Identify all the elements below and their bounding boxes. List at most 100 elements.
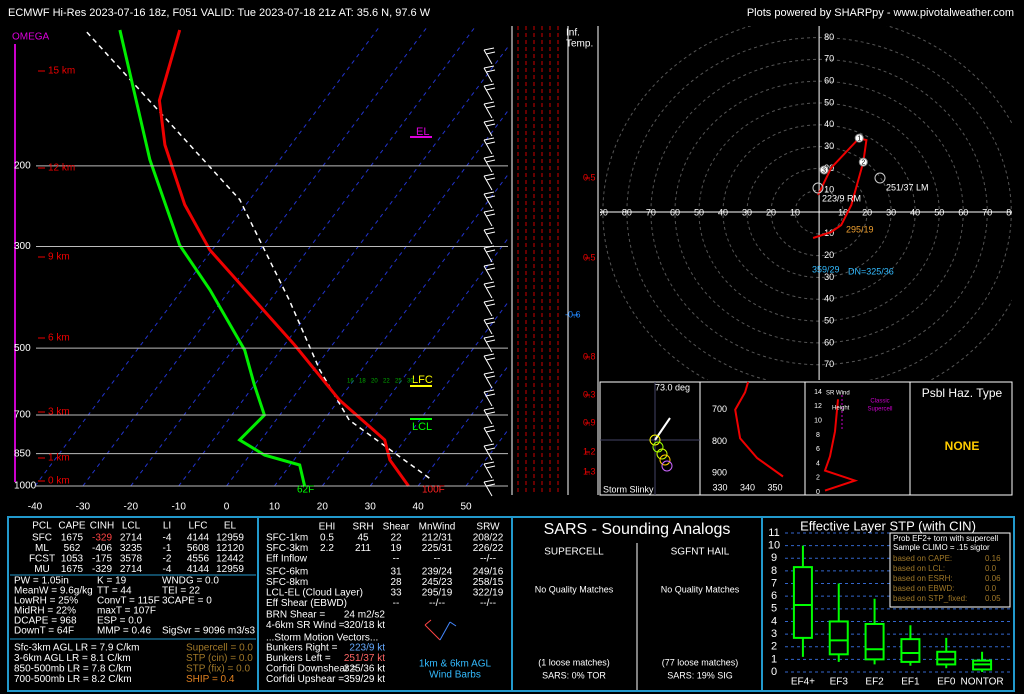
barb-staff <box>483 355 493 371</box>
srwind-y-label: 8 <box>816 432 820 439</box>
hodo-marker <box>819 165 829 175</box>
barb <box>424 619 432 626</box>
y-tick-label: 2 <box>771 641 777 653</box>
x-tick-label: -30 <box>76 502 91 513</box>
sars-summary: SARS: 0% TOR <box>542 670 606 680</box>
barb-staff <box>483 85 493 101</box>
srwind-y-label: 12 <box>814 403 822 410</box>
slinky-vector <box>654 417 671 441</box>
table-cell: 239/24 <box>422 567 453 578</box>
barb-staff <box>483 301 493 317</box>
hodo-marker-label: 1 <box>857 135 861 142</box>
barb-flag <box>483 425 495 429</box>
hodo-ring-label: 60 <box>824 337 834 347</box>
composite: STP (fix) = 0.0 <box>186 664 250 675</box>
frames <box>511 26 1013 496</box>
barb-flag <box>483 263 495 267</box>
legend-item: based on CAPE: <box>893 554 952 563</box>
barb-flag <box>483 155 495 159</box>
legend-box <box>889 532 1011 608</box>
slinky-ring <box>649 434 661 446</box>
vector-value: 223/9 kt <box>349 643 385 654</box>
barb-flag <box>485 69 496 73</box>
slinky-ring <box>656 448 668 460</box>
rm-label: 223/9 RM <box>822 193 861 203</box>
table-cell: 19 <box>390 543 402 554</box>
lfc-label: LFC <box>412 374 433 386</box>
table-header: CAPE <box>58 521 86 532</box>
lapse-rate: 850-500mb LR = 7.8 C/km <box>14 664 132 675</box>
index-value: SigSvr = 9096 m3/s3 <box>162 626 256 637</box>
lm-marker <box>874 172 886 184</box>
height-label: 15 km <box>48 66 75 77</box>
box <box>900 638 921 663</box>
barb-staff <box>483 337 493 353</box>
barb-flag <box>485 429 496 433</box>
barb-staff <box>483 265 493 281</box>
barb-flag <box>485 87 496 91</box>
hodo-marker <box>854 133 864 143</box>
barb-staff <box>483 103 493 119</box>
table-cell: 258/15 <box>473 577 504 588</box>
lapse-rate: 3-6km AGL LR = 8.1 C/km <box>14 653 131 664</box>
table-header: PCL <box>32 521 52 532</box>
table-cell: 28 <box>390 577 402 588</box>
vector-value: 325/36 kt <box>344 664 385 675</box>
barb-flag <box>485 141 496 145</box>
inferred-value: 0.9 <box>583 417 596 427</box>
barb-flag <box>485 285 496 289</box>
barb <box>439 621 451 641</box>
srwind-y-label: 14 <box>814 389 822 396</box>
vector-label: Corfidi Upshear = <box>266 674 344 685</box>
hodo-ring-label: 30 <box>824 272 834 282</box>
x-tick-label: 20 <box>317 502 329 513</box>
barb-flag <box>483 371 495 375</box>
legend-item: based on ESRH: <box>893 574 953 583</box>
barb-staff <box>483 193 493 209</box>
table-cell: 0.5 <box>320 533 334 544</box>
barb-flag <box>483 173 495 177</box>
vector-label: Bunkers Right = <box>266 643 338 654</box>
table-cell: 212/31 <box>422 533 453 544</box>
row-label: SFC-6km <box>266 567 308 578</box>
barb-flag <box>483 191 495 195</box>
table-cell: -2 <box>163 554 172 565</box>
x-tick-label: EF2 <box>865 677 884 688</box>
theta-e-profile <box>734 381 784 478</box>
barb-flag <box>483 389 495 393</box>
vectors-title: ...Storm Motion Vectors... <box>266 633 378 644</box>
y-tick-label: 3 <box>771 628 777 640</box>
el-label: EL <box>416 126 429 138</box>
table-cell: 249/16 <box>473 567 504 578</box>
barb-flag <box>483 65 495 69</box>
table-cell: 2.2 <box>320 543 334 554</box>
hodo-ring-label: 70 <box>824 359 834 369</box>
legend-value: 0.16 <box>985 554 1001 563</box>
table-cell: -1 <box>163 543 172 554</box>
barb-flag <box>483 443 495 447</box>
x-tick-label: NONTOR <box>961 677 1004 688</box>
y-tick-label: 11 <box>768 527 779 539</box>
x-tick-label: 40 <box>413 502 425 513</box>
index-value: PW = 1.05in <box>14 576 69 587</box>
theta-x-label: 340 <box>740 482 755 492</box>
table-cell: 208/22 <box>473 533 504 544</box>
x-tick-label: EF3 <box>830 677 849 688</box>
barb-flag <box>485 267 496 271</box>
barb-flag <box>485 447 496 451</box>
barb-flag <box>483 407 495 411</box>
barb-graphic <box>424 619 457 641</box>
inferred-value: -0.6 <box>565 309 581 319</box>
table-header: MnWind <box>419 522 456 533</box>
omega-label: OMEGA <box>12 32 50 43</box>
barb-flag <box>485 249 496 253</box>
surface-temperature: 100F <box>422 485 445 496</box>
barb-staff <box>483 409 493 425</box>
hazard-value: NONE <box>945 439 980 453</box>
skewt-plot <box>34 27 508 487</box>
sars-heading: SUPERCELL <box>544 547 604 558</box>
table-header: CINH <box>90 521 114 532</box>
table-header: LI <box>163 521 171 532</box>
barb-flag <box>483 299 495 303</box>
sars-matches: No Quality Matches <box>535 584 614 594</box>
